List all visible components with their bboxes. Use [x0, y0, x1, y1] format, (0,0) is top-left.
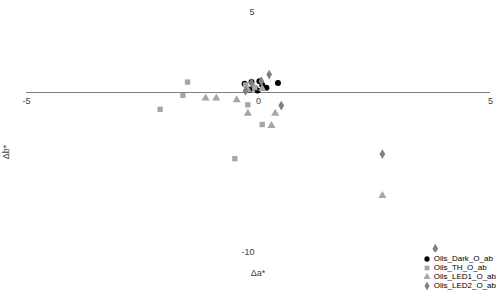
svg-text:-10: -10	[241, 247, 254, 257]
html-text:Oils_Dark_O_ab: Oils_Dark_O_ab	[433, 254, 493, 263]
svg-text:5: 5	[249, 7, 254, 17]
html-text:Oils_TH_O_ab: Oils_TH_O_ab	[433, 263, 487, 272]
svg-text:5: 5	[488, 96, 493, 106]
html-text:Oils_LED1_O_ab: Oils_LED1_O_ab	[433, 272, 496, 281]
svg-text:0: 0	[256, 96, 261, 106]
svg-text:-5: -5	[22, 96, 30, 106]
svg-text:Δb*: Δb*	[1, 144, 11, 159]
html-text:Oils_LED2_O_ab: Oils_LED2_O_ab	[433, 281, 496, 290]
svg-text:Δa*: Δa*	[251, 268, 266, 278]
